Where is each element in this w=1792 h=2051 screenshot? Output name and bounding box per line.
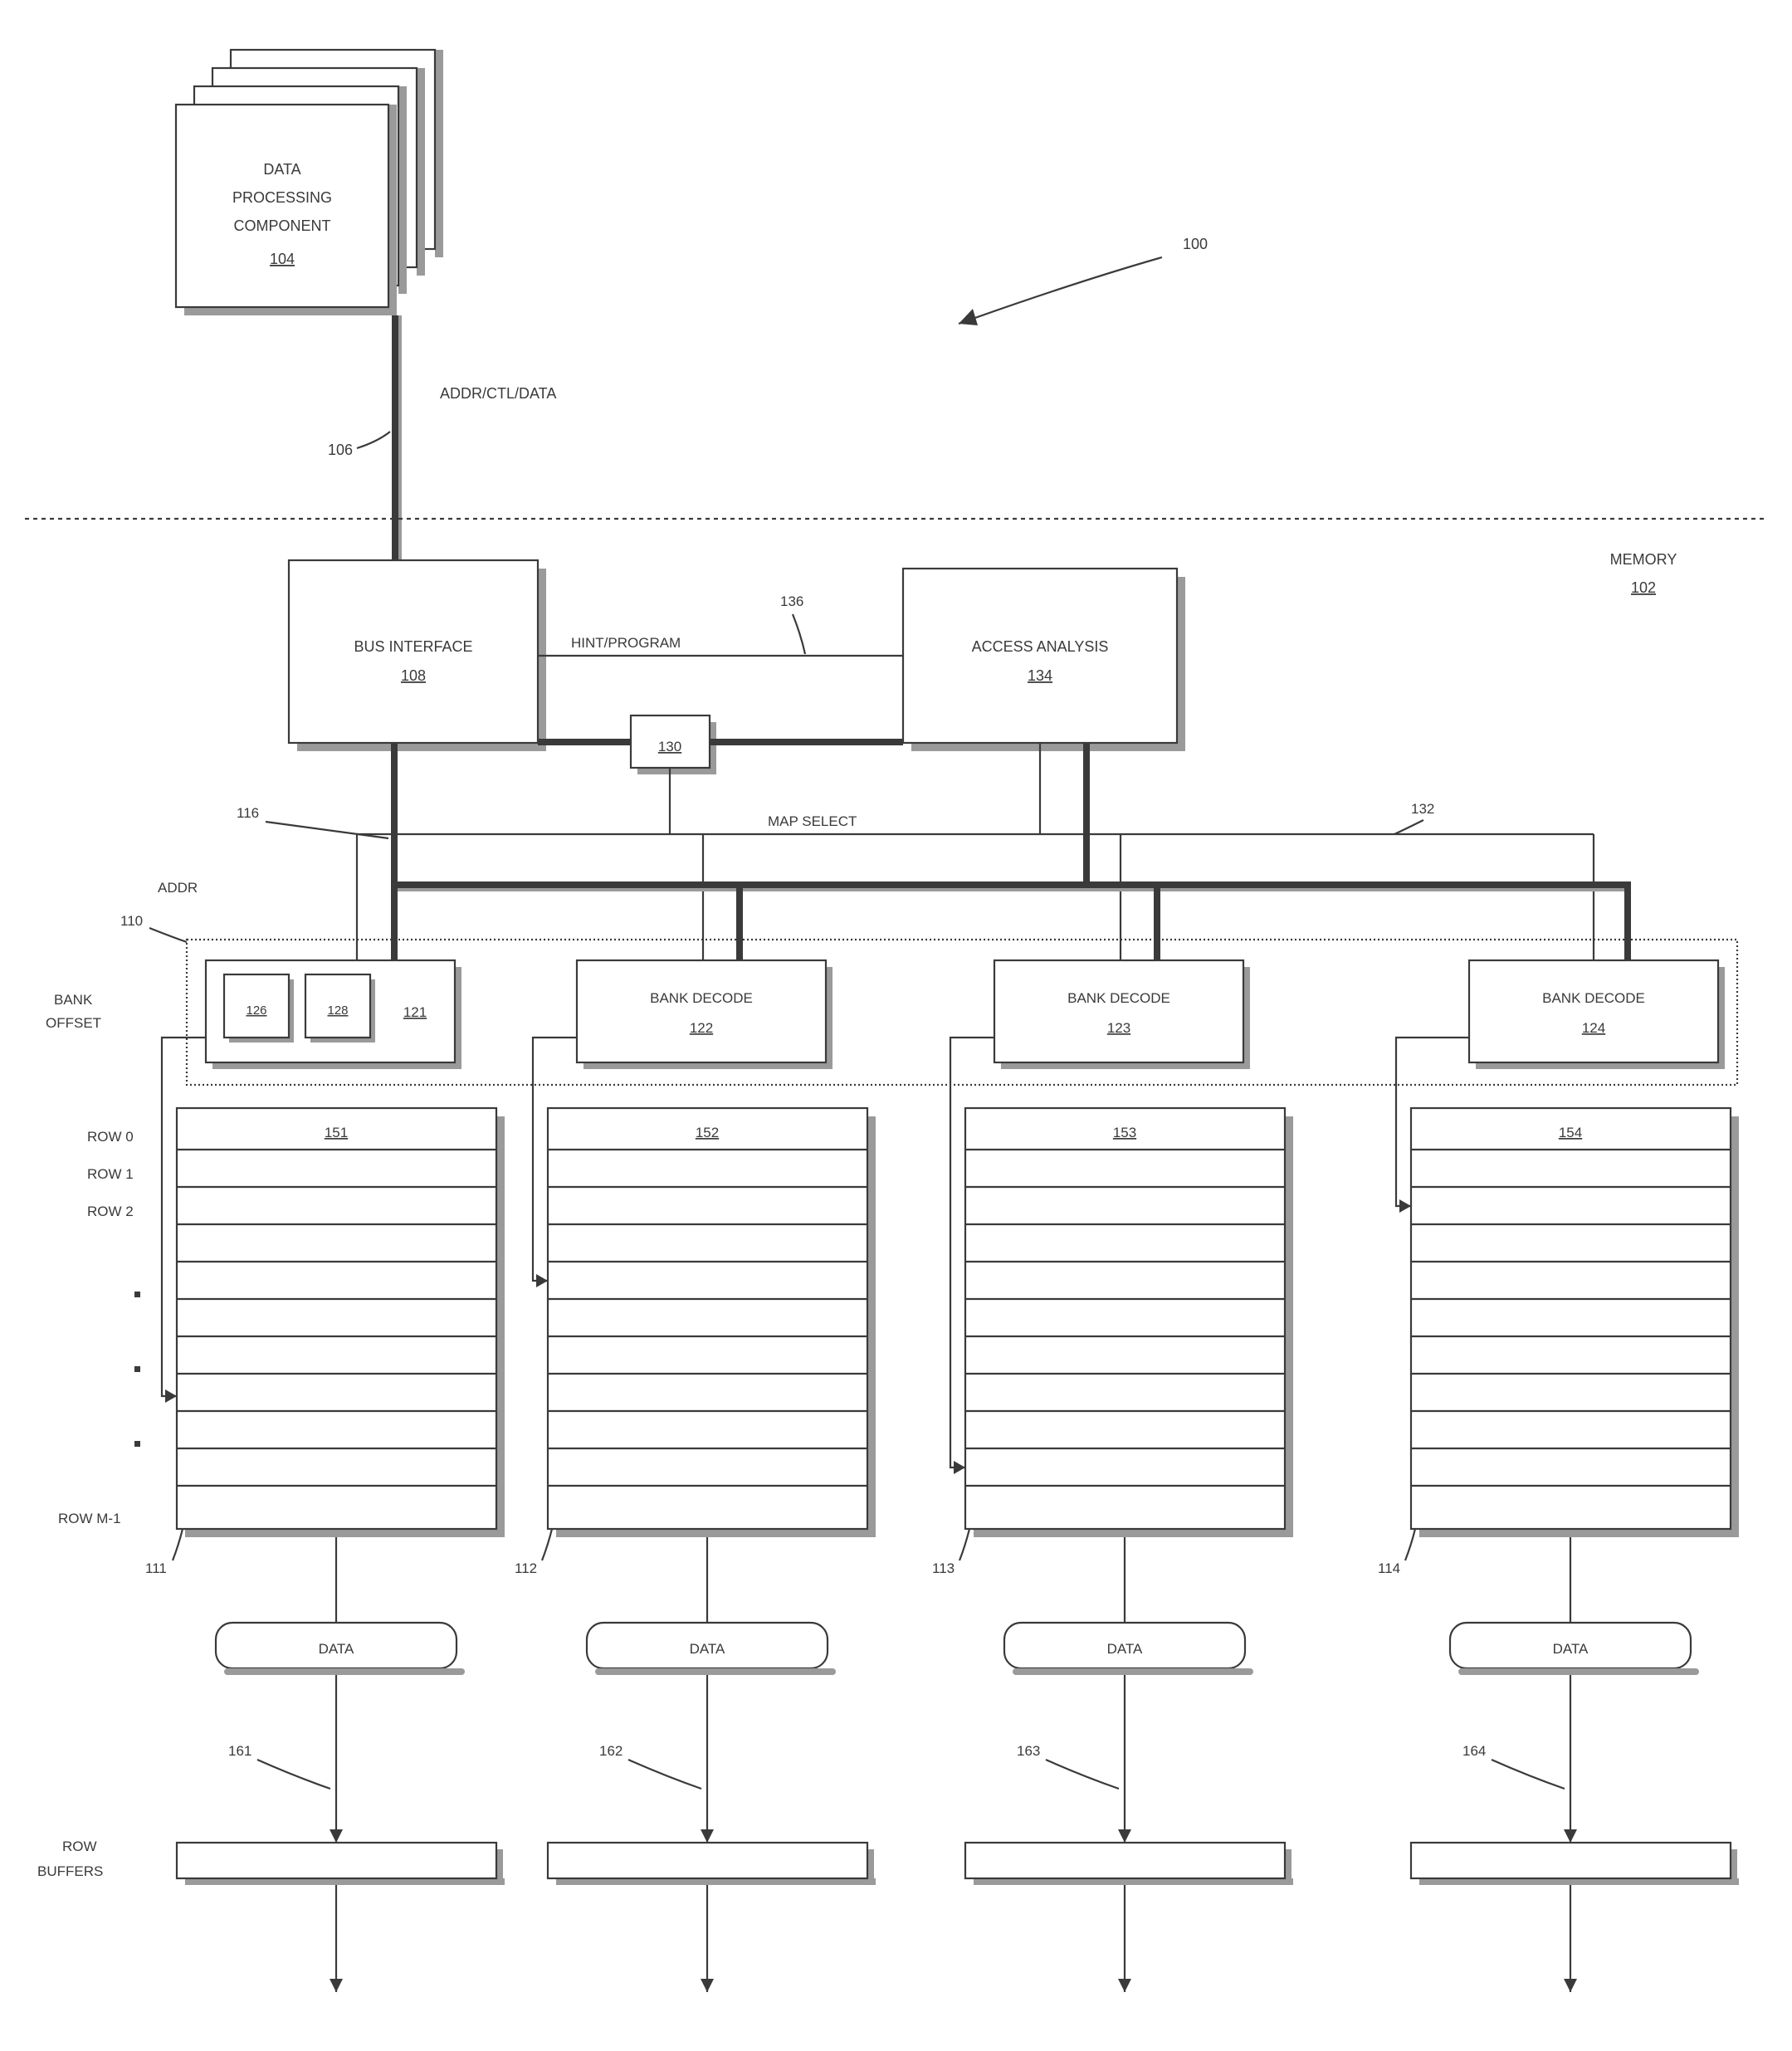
map-select-label: MAP SELECT (768, 813, 857, 829)
memory-bank-2: 152 (548, 1108, 876, 1537)
bank-decode-123: BANK DECODE 123 (994, 960, 1250, 1069)
bankptr-3: 113 (932, 1560, 955, 1576)
mux-130: 130 (631, 715, 716, 774)
rowm1-label: ROW M-1 (58, 1511, 121, 1526)
bus-link-label: ADDR/CTL/DATA (440, 385, 556, 402)
data-pill-4: DATA (1450, 1537, 1699, 1675)
map-select-bus: MAP SELECT 132 (357, 743, 1594, 967)
data3-label: DATA (1107, 1641, 1143, 1657)
bank-decode-122: BANK DECODE 122 (577, 960, 833, 1069)
bufref-2: 162 (599, 1743, 623, 1759)
bank1-ref: 151 (325, 1125, 348, 1140)
bank2-ref: 152 (696, 1125, 719, 1140)
bankptr-1: 111 (145, 1560, 167, 1576)
buffer-out-arrows (330, 1885, 1577, 1992)
bank-offset-l1: BANK (54, 992, 93, 1008)
bank4-ref: 154 (1559, 1125, 1582, 1140)
data-pill-2: DATA (587, 1537, 836, 1675)
bank3-ref: 153 (1113, 1125, 1136, 1140)
access-ref: 134 (1028, 667, 1052, 684)
data4-label: DATA (1553, 1641, 1589, 1657)
bank121-ref: 121 (403, 1004, 427, 1020)
bank124-label: BANK DECODE (1542, 990, 1645, 1006)
memory-bank-1: 151 (177, 1108, 505, 1537)
data-pill-1: DATA (216, 1537, 465, 1675)
bank122-ref: 122 (690, 1020, 713, 1036)
row-buffer-4 (1411, 1843, 1739, 1885)
access-analysis-box: ACCESS ANALYSIS 134 (903, 569, 1185, 751)
hint-label: HINT/PROGRAM (571, 635, 681, 651)
bank122-label: BANK DECODE (650, 990, 753, 1006)
dpc-line1: DATA (263, 161, 300, 178)
pill-to-buffer-arrows (330, 1675, 1577, 1843)
addr-ref: 116 (237, 805, 259, 821)
row1-label: ROW 1 (87, 1166, 134, 1182)
bank121-inner1: 126 (246, 1004, 266, 1018)
dpc-line3: COMPONENT (234, 217, 331, 234)
bus-interface-label: BUS INTERFACE (354, 638, 472, 655)
figure-ref: 100 (959, 236, 1208, 325)
bufref-3: 163 (1017, 1743, 1040, 1759)
addr-bus: ADDR 116 (158, 743, 1631, 967)
memory-bank-4: 154 (1411, 1108, 1739, 1537)
figure-ref-text: 100 (1183, 236, 1208, 252)
dpc-stack: DATA PROCESSING COMPONENT 104 (176, 50, 443, 315)
bank-decode-121: 126 128 121 (206, 960, 461, 1069)
memory-label: MEMORY (1610, 551, 1677, 568)
bufref-1: 161 (228, 1743, 251, 1759)
bufref-4: 164 (1462, 1743, 1486, 1759)
row-buffer-3 (965, 1843, 1293, 1885)
bank123-ref: 123 (1107, 1020, 1130, 1036)
dpc-to-bus-link: ADDR/CTL/DATA 106 (328, 315, 556, 560)
addr-label: ADDR (158, 880, 198, 896)
row-buffers-l2: BUFFERS (37, 1863, 103, 1879)
memory-ref: 102 (1631, 579, 1656, 596)
bus-interface-box: BUS INTERFACE 108 (289, 560, 546, 751)
bank-decode-124: BANK DECODE 124 (1469, 960, 1725, 1069)
row-buffers-l1: ROW (62, 1839, 97, 1854)
row2-label: ROW 2 (87, 1204, 134, 1219)
hint-ref: 136 (780, 593, 803, 609)
data1-label: DATA (319, 1641, 354, 1657)
bank-offset-l2: OFFSET (46, 1015, 101, 1031)
dpc-ref: 104 (270, 251, 295, 267)
bus-interface-ref: 108 (401, 667, 426, 684)
bankptr-4: 114 (1378, 1560, 1400, 1576)
bankptr-2: 112 (515, 1560, 537, 1576)
memory-bank-3: 153 (965, 1108, 1293, 1537)
map-ref: 132 (1411, 801, 1434, 817)
diagram-root: DATA PROCESSING COMPONENT 104 100 ADDR/C… (0, 0, 1792, 2051)
bank121-inner2: 128 (327, 1004, 348, 1018)
access-label: ACCESS ANALYSIS (972, 638, 1109, 655)
bus-link-ref: 106 (328, 442, 353, 458)
mux-ref: 130 (658, 739, 681, 754)
row-buffer-1 (177, 1843, 505, 1885)
bank-group-ref: 110 (120, 913, 143, 929)
data-pill-3: DATA (1004, 1537, 1253, 1675)
bank124-ref: 124 (1582, 1020, 1605, 1036)
dpc-line2: PROCESSING (232, 189, 332, 206)
data2-label: DATA (690, 1641, 725, 1657)
row-buffer-2 (548, 1843, 876, 1885)
bank123-label: BANK DECODE (1067, 990, 1170, 1006)
row0-label: ROW 0 (87, 1129, 134, 1145)
